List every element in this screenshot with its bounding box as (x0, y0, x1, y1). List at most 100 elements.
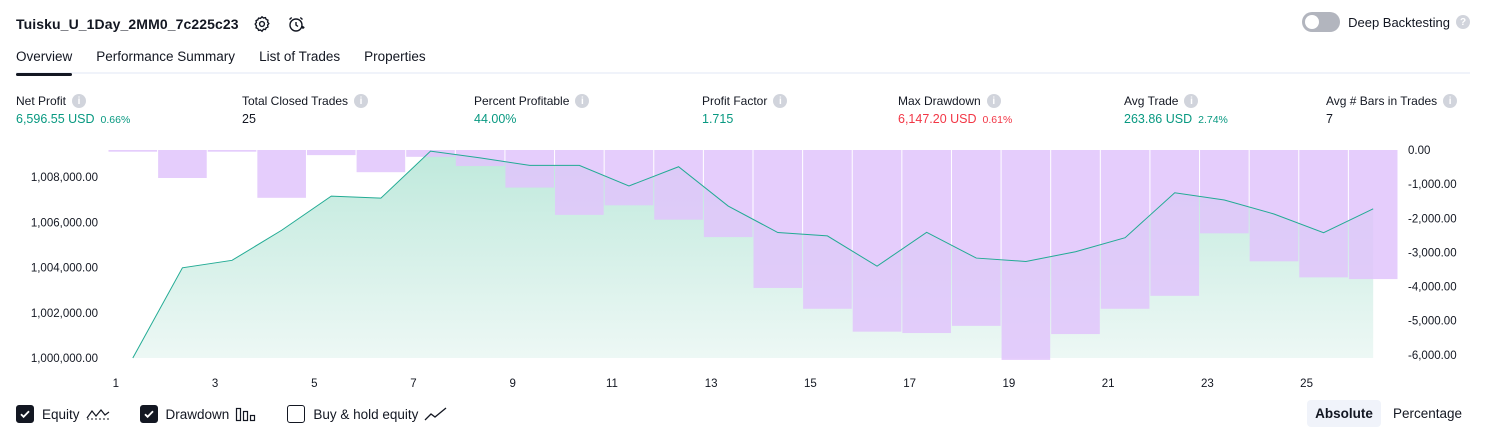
drawdown-bar (207, 150, 257, 152)
metric-avg-trade: Avg Trade i 263.86 USD 2.74% (1124, 94, 1228, 126)
drawdown-bar (654, 150, 703, 220)
drawdown-bar (1051, 150, 1100, 335)
tab-list-of-trades[interactable]: List of Trades (259, 49, 341, 64)
x-tick-label: 9 (510, 378, 516, 390)
metric-value: 6,147.20 USD (898, 112, 977, 126)
metric-label: Avg Trade (1124, 94, 1179, 108)
y-left-tick-label: 1,004,000.00 (31, 263, 98, 275)
metric-value: 1.715 (702, 112, 734, 126)
drawdown-bar (902, 150, 951, 334)
info-icon[interactable]: i (575, 94, 590, 108)
drawdown-bar (108, 150, 158, 152)
metric-max-drawdown: Max Drawdown i 6,147.20 USD 0.61% (898, 94, 1012, 126)
drawdown-bar (356, 150, 406, 173)
metric-value: 7 (1326, 112, 1333, 126)
strategy-header: Tuisku_U_1Day_2MM0_7c225c23 (16, 10, 307, 38)
drawdown-bar (852, 150, 902, 332)
info-icon[interactable]: i (1184, 94, 1199, 108)
metric-percent: 0.61% (982, 114, 1013, 126)
report-tabs: Overview Performance Summary List of Tra… (16, 44, 1470, 76)
metric-value: 263.86 USD (1124, 112, 1193, 126)
x-tick-label: 3 (212, 378, 218, 390)
metric-label: Avg # Bars in Trades (1326, 94, 1438, 108)
chart-legend: Equity Drawdown Buy & hold equity (16, 402, 478, 426)
drawdown-bars-icon (235, 406, 257, 422)
info-icon[interactable]: i (354, 94, 369, 108)
x-tick-label: 23 (1201, 378, 1214, 390)
metric-percent: 2.74% (1198, 114, 1228, 126)
help-icon[interactable]: ? (1456, 15, 1470, 29)
tab-performance-summary[interactable]: Performance Summary (96, 49, 236, 64)
x-tick-label: 15 (804, 378, 817, 390)
metric-percent: 0.66% (100, 114, 131, 126)
info-icon[interactable]: i (1443, 94, 1458, 108)
absolute-button[interactable]: Absolute (1307, 400, 1381, 427)
drawdown-bar (951, 150, 1001, 326)
drawdown-bar (406, 150, 455, 157)
metric-net-profit: Net Profit i 6,596.55 USD 0.66% (16, 94, 130, 126)
legend-equity[interactable]: Equity (16, 405, 110, 423)
drawdown-bar (703, 150, 753, 238)
drawdown-bar (803, 150, 852, 309)
x-axis-labels: 1 3 5 7 9 11 13 15 17 19 21 23 25 (113, 378, 1313, 390)
drawdown-bar (1348, 150, 1398, 280)
metric-label: Total Closed Trades (242, 94, 349, 108)
legend-buy-hold-equity[interactable]: Buy & hold equity (287, 405, 448, 423)
x-tick-label: 21 (1102, 378, 1115, 390)
add-alert-clock-icon[interactable] (285, 13, 307, 35)
chart-svg: 1,000,000.00 1,002,000.00 1,004,000.00 1,00… (31, 145, 1457, 390)
y-left-tick-label: 1,002,000.00 (31, 308, 98, 320)
metric-avg-bars-in-trades: Avg # Bars in Trades i 7 (1326, 94, 1458, 126)
x-tick-label: 5 (311, 378, 317, 390)
x-tick-label: 1 (113, 378, 119, 390)
legend-label: Buy & hold equity (313, 406, 419, 422)
drawdown-bar (1100, 150, 1150, 309)
drawdown-bar (1299, 150, 1348, 278)
tab-overview[interactable]: Overview (16, 44, 73, 76)
legend-drawdown[interactable]: Drawdown (139, 405, 258, 423)
y-left-tick-label: 1,008,000.00 (31, 172, 98, 184)
percentage-button[interactable]: Percentage (1392, 406, 1462, 421)
y-left-tick-label: 1,000,000.00 (31, 353, 98, 365)
y-right-tick-label: -4,000.00 (1408, 282, 1457, 294)
equity-checkbox[interactable] (16, 405, 34, 423)
y-right-tick-label: 0.00 (1408, 145, 1430, 157)
info-icon[interactable]: i (72, 94, 87, 108)
metric-value: 25 (242, 112, 256, 126)
deep-backtesting-label: Deep Backtesting (1348, 14, 1450, 30)
x-tick-label: 13 (705, 378, 718, 390)
tab-properties[interactable]: Properties (364, 49, 426, 64)
info-icon[interactable]: i (986, 94, 1001, 108)
drawdown-checkbox[interactable] (139, 405, 158, 423)
drawdown-bar (1249, 150, 1299, 262)
value-mode-switch: Absolute Percentage (1303, 400, 1470, 427)
info-icon[interactable]: i (773, 94, 788, 108)
metric-label: Max Drawdown (898, 94, 981, 108)
y-right-tick-label: -6,000.00 (1408, 350, 1457, 362)
toggle-knob (1305, 15, 1320, 29)
metric-percent-profitable: Percent Profitable i 44.00% (474, 94, 590, 126)
equity-drawdown-chart[interactable]: 1,000,000.00 1,002,000.00 1,004,000.00 1,00… (0, 140, 1486, 400)
metrics-row: Net Profit i 6,596.55 USD 0.66% Total Clos… (16, 94, 1472, 134)
metric-total-closed-trades: Total Closed Trades i 25 (242, 94, 369, 126)
drawdown-bar (1001, 150, 1051, 360)
metric-label: Percent Profitable (474, 94, 570, 108)
x-tick-label: 17 (903, 378, 916, 390)
x-tick-label: 11 (606, 378, 618, 390)
equity-line-icon (86, 406, 110, 422)
x-tick-label: 19 (1002, 378, 1015, 390)
x-tick-label: 7 (410, 378, 416, 390)
metric-value: 44.00% (474, 112, 517, 126)
settings-gear-icon[interactable] (251, 13, 273, 35)
equity-line (132, 150, 1374, 359)
buy-hold-checkbox[interactable] (287, 405, 306, 423)
y-axis-left-labels: 1,000,000.00 1,002,000.00 1,004,000.00 1,00… (31, 172, 98, 365)
drawdown-bar (158, 150, 207, 178)
deep-backtesting-toggle[interactable] (1302, 12, 1341, 32)
drawdown-bar (306, 150, 356, 156)
strategy-title: Tuisku_U_1Day_2MM0_7c225c23 (16, 16, 239, 32)
drawdown-bar (1150, 150, 1200, 296)
y-right-tick-label: -5,000.00 (1408, 316, 1457, 328)
buy-hold-line-icon (424, 406, 448, 422)
y-right-tick-label: -3,000.00 (1408, 247, 1457, 259)
